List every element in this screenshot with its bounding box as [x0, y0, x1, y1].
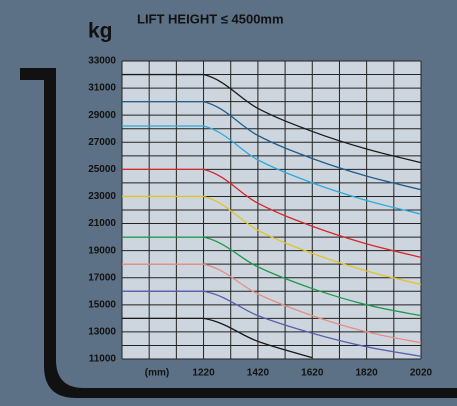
y-tick-label: 15000 — [88, 299, 116, 310]
y-tick-label: 13000 — [88, 327, 116, 338]
x-axis-label: (mm) — [145, 368, 169, 379]
series-line — [121, 290, 422, 357]
series-line — [121, 317, 313, 359]
series-line — [122, 168, 422, 259]
y-tick-label: 19000 — [88, 245, 116, 256]
y-tick-label: 31000 — [88, 83, 116, 94]
y-tick-label: 27000 — [88, 137, 116, 148]
y-tick-label: 11000 — [89, 354, 117, 365]
y-tick-label: 29000 — [88, 110, 116, 121]
chart-title: LIFT HEIGHT ≤ 4500mm — [137, 11, 284, 26]
series-line — [122, 73, 422, 164]
series-line — [122, 263, 422, 344]
y-tick-label: 33000 — [88, 56, 116, 67]
x-tick-label: 2020 — [410, 368, 433, 379]
series-line — [121, 125, 422, 215]
series-line — [121, 100, 422, 191]
y-axis-label: kg — [88, 20, 113, 43]
y-tick-label: 21000 — [88, 218, 116, 229]
y-tick-label: 17000 — [88, 272, 116, 283]
x-tick-label: 1620 — [301, 368, 324, 379]
series-line — [122, 236, 422, 317]
y-tick-label: 23000 — [88, 191, 116, 202]
x-tick-label: 1220 — [192, 368, 215, 379]
x-tick-label: 1420 — [247, 368, 270, 379]
y-tick-label: 25000 — [88, 164, 116, 175]
series-line — [121, 195, 422, 286]
x-tick-label: 1820 — [356, 368, 379, 379]
